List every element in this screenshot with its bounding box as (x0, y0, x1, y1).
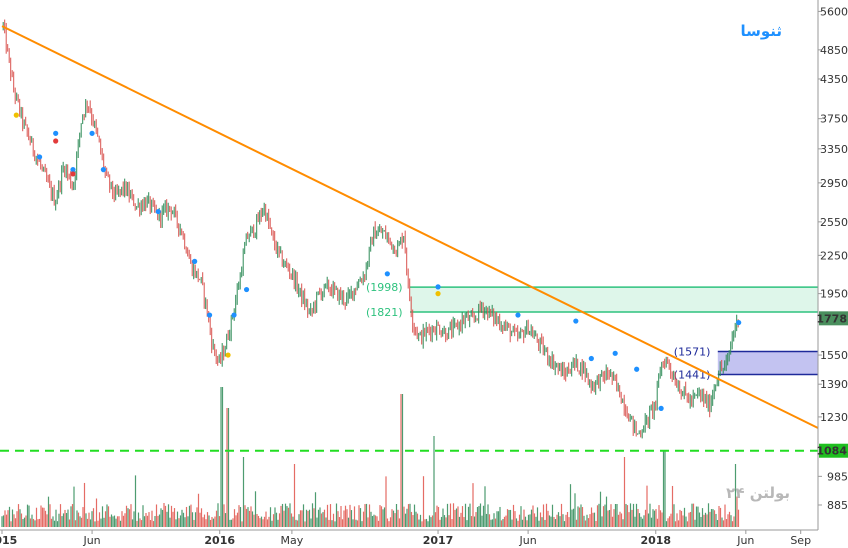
signal-marker-15 (435, 284, 441, 290)
y-tick-label-13: 885 (827, 499, 848, 512)
x-tick-label-4: 2017 (423, 534, 454, 547)
y-tick-label-1: 4850 (820, 44, 848, 57)
x-tick-label-8: Sep (790, 534, 811, 547)
signal-marker-1 (36, 154, 43, 160)
x-tick-label-2: 2016 (204, 534, 235, 547)
y-tick-label-5: 2950 (820, 177, 848, 190)
signal-marker-9 (192, 258, 198, 264)
signal-marker-5 (70, 171, 76, 177)
labels-layer: ثنوسا بولتن ۲۴ (726, 22, 790, 502)
y-tick-label-10: 1390 (820, 378, 848, 391)
x-tick-label-3: May (281, 534, 304, 547)
support-price-tag-text: 1084 (816, 445, 847, 458)
y-tick-label-8: 1950 (820, 288, 848, 301)
x-tick-label-0: 2015 (0, 534, 17, 547)
watermark-bottom: بولتن ۲۴ (726, 484, 790, 502)
x-tick-label-6: 2018 (640, 534, 671, 547)
y-tick-label-4: 3350 (820, 143, 848, 156)
zones-layer: (1998) (1821) (1571) (1441) (366, 281, 818, 382)
x-tick-label-1: Jun (82, 534, 100, 547)
signal-marker-4 (70, 167, 76, 173)
signal-marker-16 (435, 291, 441, 297)
zone-bottom-label-0: (1821) (366, 306, 403, 319)
zone-top-label-1: (1571) (674, 345, 711, 358)
signal-marker-19 (588, 355, 594, 362)
volume-layer (1, 387, 740, 527)
signal-marker-8 (155, 208, 161, 215)
signal-marker-13 (243, 286, 250, 293)
signal-marker-7 (100, 167, 107, 173)
x-tick-label-7: Jun (736, 534, 754, 547)
y-tick-label-2: 4350 (820, 73, 848, 86)
y-tick-label-0: 5600 (820, 5, 848, 18)
signal-marker-20 (612, 350, 618, 356)
markers-layer (13, 112, 742, 411)
y-tick-label-3: 3750 (820, 113, 848, 126)
signal-marker-0 (13, 112, 19, 118)
signal-marker-18 (573, 318, 579, 324)
x-tick-label-5: Jun (519, 534, 537, 547)
y-tick-label-11: 1230 (820, 411, 848, 424)
last-price-tag-text: 1778 (816, 312, 847, 325)
trendline (1, 25, 819, 429)
y-tick-label-12: 985 (827, 470, 848, 483)
signal-marker-23 (736, 319, 742, 326)
zone-top-label-0: (1998) (366, 281, 403, 294)
signal-marker-11 (225, 352, 231, 358)
signal-marker-6 (89, 130, 95, 136)
signal-marker-17 (515, 312, 521, 318)
y-tick-label-9: 1550 (820, 349, 848, 362)
zone-box-1 (717, 351, 818, 375)
signal-marker-2 (53, 130, 59, 136)
signal-marker-10 (206, 312, 213, 318)
signal-marker-14 (384, 271, 390, 277)
signal-marker-3 (53, 138, 59, 144)
signal-marker-12 (231, 312, 237, 318)
last-price-tag-bg (819, 311, 848, 326)
signal-marker-22 (658, 405, 664, 411)
signal-marker-21 (634, 366, 640, 372)
y-tick-label-6: 2550 (820, 216, 848, 229)
zone-bottom-label-1: (1441) (674, 369, 711, 382)
y-tick-label-7: 2250 (820, 249, 848, 262)
watermark-top: ثنوسا (740, 22, 782, 40)
candles-layer (2, 19, 739, 439)
lines-layer (0, 25, 819, 452)
zone-box-0 (410, 287, 818, 312)
support-price-tag-bg (819, 443, 848, 458)
